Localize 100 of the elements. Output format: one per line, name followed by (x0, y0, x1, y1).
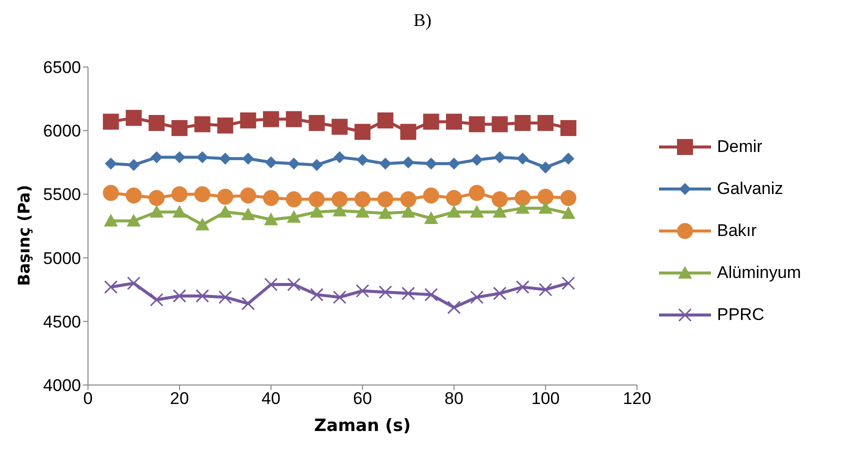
y-tick-label: 4000 (43, 376, 81, 396)
point (402, 156, 414, 168)
point (128, 158, 140, 171)
point (400, 191, 416, 208)
legend-label: Galvaniz (717, 178, 784, 198)
point (172, 205, 186, 218)
point (540, 161, 552, 174)
point (218, 205, 232, 218)
point (424, 211, 438, 224)
point (195, 218, 210, 230)
point (538, 114, 554, 131)
point (104, 158, 117, 170)
point (240, 187, 256, 204)
point (287, 278, 301, 292)
point (448, 158, 460, 170)
y-tick-label: 6500 (43, 58, 81, 78)
point (286, 111, 302, 128)
chart-title: B) (412, 10, 432, 31)
point (492, 116, 508, 132)
point (310, 288, 324, 302)
legend-label: Demir (717, 136, 762, 156)
legend-label: PPRC (717, 304, 764, 324)
point (423, 114, 440, 130)
point (265, 156, 277, 168)
point (492, 205, 507, 218)
point (356, 284, 370, 298)
point (332, 204, 347, 216)
point (264, 278, 278, 292)
point (104, 280, 118, 294)
point (102, 114, 119, 130)
point (308, 191, 325, 208)
point (400, 124, 416, 140)
x-tick-label: 120 (622, 389, 652, 408)
point (379, 158, 392, 170)
x-tick-label: 0 (83, 389, 93, 408)
point (470, 290, 484, 304)
x-tick-label: 80 (444, 389, 464, 408)
point (447, 205, 461, 218)
point (241, 208, 256, 220)
point (516, 152, 529, 165)
point (127, 276, 140, 290)
x-tick-label: 20 (170, 389, 189, 408)
point (470, 205, 484, 218)
point (447, 300, 461, 314)
point (562, 152, 574, 165)
point (494, 151, 506, 164)
x-tick-label: 40 (262, 389, 280, 408)
point (516, 201, 530, 214)
point (148, 190, 165, 206)
point (468, 116, 485, 132)
point (148, 114, 165, 131)
point (424, 288, 438, 302)
point (126, 214, 141, 227)
point (150, 293, 164, 307)
point (334, 151, 346, 164)
point (514, 114, 531, 131)
point (378, 285, 392, 299)
legend-label: Alüminyum (717, 262, 802, 282)
point (194, 116, 210, 132)
point (470, 154, 483, 166)
point (516, 280, 530, 294)
point (126, 187, 142, 204)
point (354, 191, 370, 208)
y-tick-label: 5500 (43, 185, 81, 204)
point (310, 205, 324, 218)
point (332, 118, 348, 135)
point (308, 114, 325, 131)
point (332, 191, 348, 208)
point (401, 205, 416, 218)
point (468, 184, 485, 201)
point (356, 154, 368, 166)
point (538, 188, 554, 205)
point (493, 286, 506, 300)
point (288, 158, 300, 170)
point (196, 151, 208, 164)
point (217, 188, 234, 205)
point (356, 205, 370, 218)
point (560, 190, 576, 206)
point (377, 112, 394, 128)
x-tick-label: 100 (531, 389, 560, 408)
point (446, 190, 462, 206)
point (332, 290, 346, 304)
point (425, 158, 438, 170)
point (310, 158, 323, 171)
point (241, 296, 255, 310)
point (561, 206, 576, 219)
point (286, 191, 302, 208)
point (377, 191, 394, 208)
point (562, 276, 576, 290)
point (264, 212, 278, 226)
point (402, 286, 415, 300)
point (102, 184, 119, 201)
point (378, 206, 392, 219)
point (174, 151, 186, 164)
y-tick-label: 4500 (43, 312, 81, 332)
y-axis-title: Başınç (Pa) (14, 184, 34, 286)
point (423, 187, 440, 204)
point (172, 120, 188, 136)
point (446, 114, 462, 130)
point (150, 151, 163, 164)
